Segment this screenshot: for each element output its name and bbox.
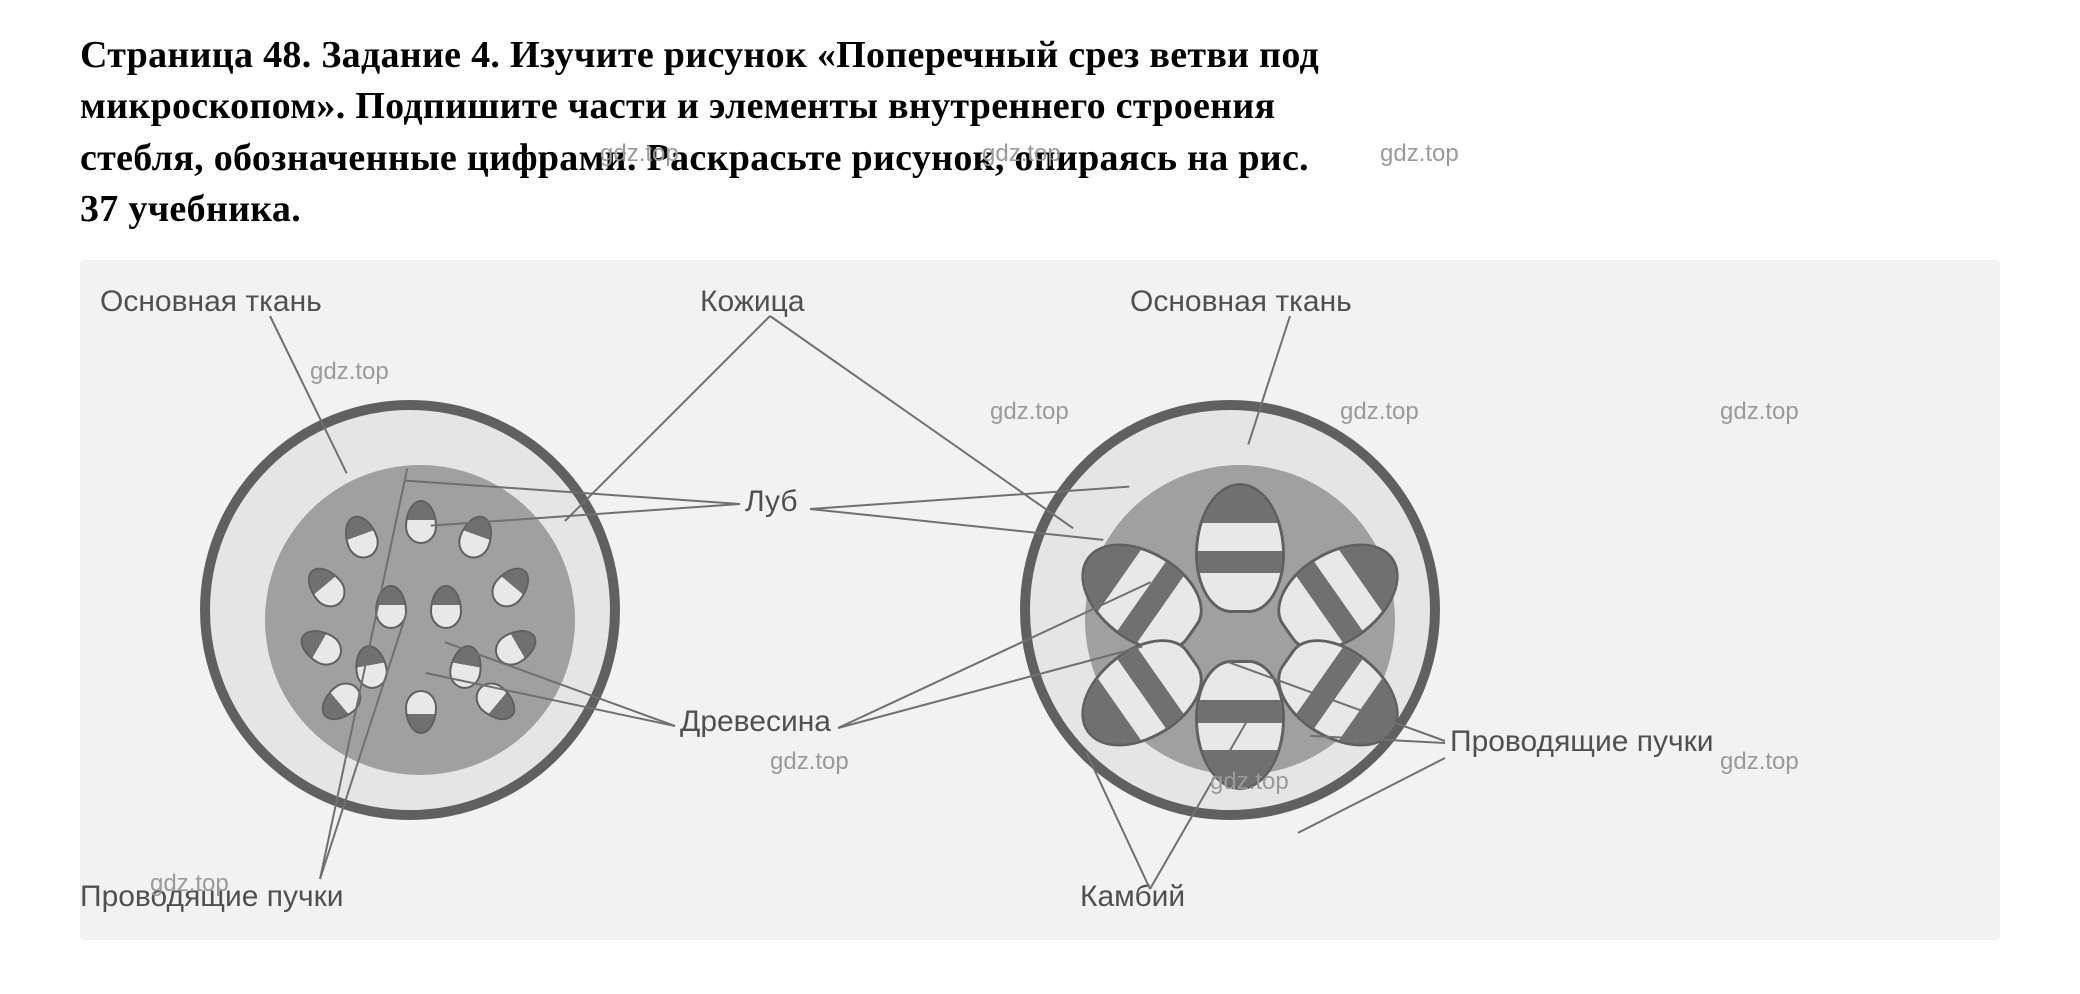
label-epidermis: Кожица — [700, 285, 805, 319]
question-line-4: 37 учебника. — [80, 188, 301, 230]
vascular-bundle-large — [1261, 621, 1419, 769]
vascular-bundle-small — [405, 500, 437, 544]
vascular-bundle-large — [1195, 660, 1285, 790]
vascular-bundle-small — [405, 690, 437, 734]
vascular-bundle-small — [485, 560, 538, 614]
leader-line — [769, 315, 1073, 529]
question-line-1: Страница 48. Задание 4. Изучите рисунок … — [80, 34, 1319, 76]
vascular-bundle-small — [430, 585, 462, 629]
vascular-bundle-large — [1061, 621, 1219, 769]
vascular-bundle-small — [294, 622, 348, 672]
question-line-3: стебля, обозначенные цифрами. Раскрасьте… — [80, 137, 1309, 179]
label-cambium: Камбий — [1080, 880, 1185, 914]
vascular-bundle-small — [351, 643, 390, 692]
label-xylem: Древесина — [680, 705, 831, 739]
right-outer-ring — [1020, 400, 1440, 820]
leader-line — [564, 315, 770, 521]
label-main-tissue-left: Основная ткань — [100, 285, 322, 319]
vascular-bundle-small — [489, 622, 543, 672]
vascular-bundle-small — [300, 560, 353, 614]
label-phloem: Луб — [745, 485, 798, 519]
diagram-container: Основная ткань Кожица Основная ткань Луб… — [80, 260, 2000, 940]
vascular-bundle-small — [338, 511, 383, 563]
question-text: Страница 48. Задание 4. Изучите рисунок … — [80, 30, 2000, 235]
vascular-bundle-small — [453, 511, 498, 563]
left-inner-disk — [265, 465, 575, 775]
left-outer-ring — [200, 400, 620, 820]
label-bundles-right: Проводящие пучки — [1450, 725, 1714, 759]
label-main-tissue-right: Основная ткань — [1130, 285, 1352, 319]
question-line-2: микроскопом». Подпишите части и элементы… — [80, 85, 1275, 127]
label-bundles-left: Проводящие пучки — [80, 880, 344, 914]
